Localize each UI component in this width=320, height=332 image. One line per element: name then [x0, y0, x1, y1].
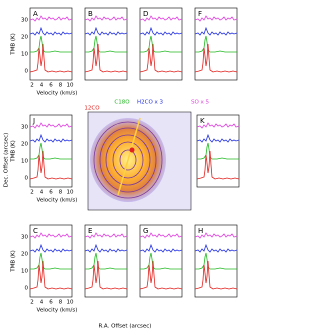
- y-tick-label: 20: [21, 35, 28, 41]
- x-tick-label: 10: [67, 300, 74, 306]
- x-axis-label: Velocity (km/s): [37, 198, 78, 204]
- x-tick-label: 10: [67, 190, 74, 196]
- map-y-label: Dec. Offset (arcsec): [4, 133, 10, 188]
- x-tick-label: 6: [49, 190, 53, 196]
- y-tick-label: 0: [25, 69, 29, 75]
- x-tick-label: 4: [40, 300, 44, 306]
- y-axis-label: TMB (K): [11, 33, 17, 56]
- x-tick-label: 2: [30, 190, 34, 196]
- x-tick-label: 2: [30, 83, 34, 89]
- x-tick-label: 8: [59, 300, 63, 306]
- panel-label: B: [88, 10, 93, 18]
- panel-label: C: [33, 227, 38, 235]
- y-tick-label: 10: [21, 269, 28, 275]
- y-tick-label: 30: [21, 18, 28, 24]
- x-tick-label: 6: [49, 300, 53, 306]
- y-tick-label: 10: [21, 52, 28, 58]
- panel-label: F: [198, 10, 202, 18]
- panel-label: J: [32, 117, 35, 125]
- y-tick-label: 30: [21, 125, 28, 131]
- x-tick-label: 10: [67, 83, 74, 89]
- y-tick-label: 0: [25, 286, 29, 292]
- y-tick-label: 30: [21, 235, 28, 241]
- panel-label: H: [198, 227, 203, 235]
- panel-label: E: [88, 227, 92, 235]
- x-tick-label: 6: [49, 83, 53, 89]
- legend-entry: SO x 5: [191, 100, 210, 106]
- y-axis-label: TMB (K): [11, 250, 17, 273]
- legend-entry: C18O: [114, 100, 130, 106]
- x-tick-label: 4: [40, 83, 44, 89]
- map-x-label: R.A. Offset (arcsec): [99, 324, 152, 330]
- x-axis-label: Velocity (km/s): [37, 308, 78, 314]
- legend-entry: 12CO: [84, 106, 100, 112]
- panel-label: K: [200, 117, 205, 125]
- y-axis-label: TMB (K): [11, 140, 17, 163]
- x-tick-label: 2: [30, 300, 34, 306]
- panel-label: D: [143, 10, 148, 18]
- y-tick-label: 20: [21, 142, 28, 148]
- panel-label: G: [143, 227, 148, 235]
- y-tick-label: 20: [21, 252, 28, 258]
- x-tick-label: 4: [40, 190, 44, 196]
- y-tick-label: 10: [21, 159, 28, 165]
- y-tick-label: 0: [25, 176, 29, 182]
- map: [87, 111, 192, 211]
- x-tick-label: 8: [59, 83, 63, 89]
- legend-entry: H2CO x 3: [137, 100, 164, 106]
- x-tick-label: 8: [59, 190, 63, 196]
- panel-label: A: [33, 10, 38, 18]
- x-axis-label: Velocity (km/s): [37, 91, 78, 97]
